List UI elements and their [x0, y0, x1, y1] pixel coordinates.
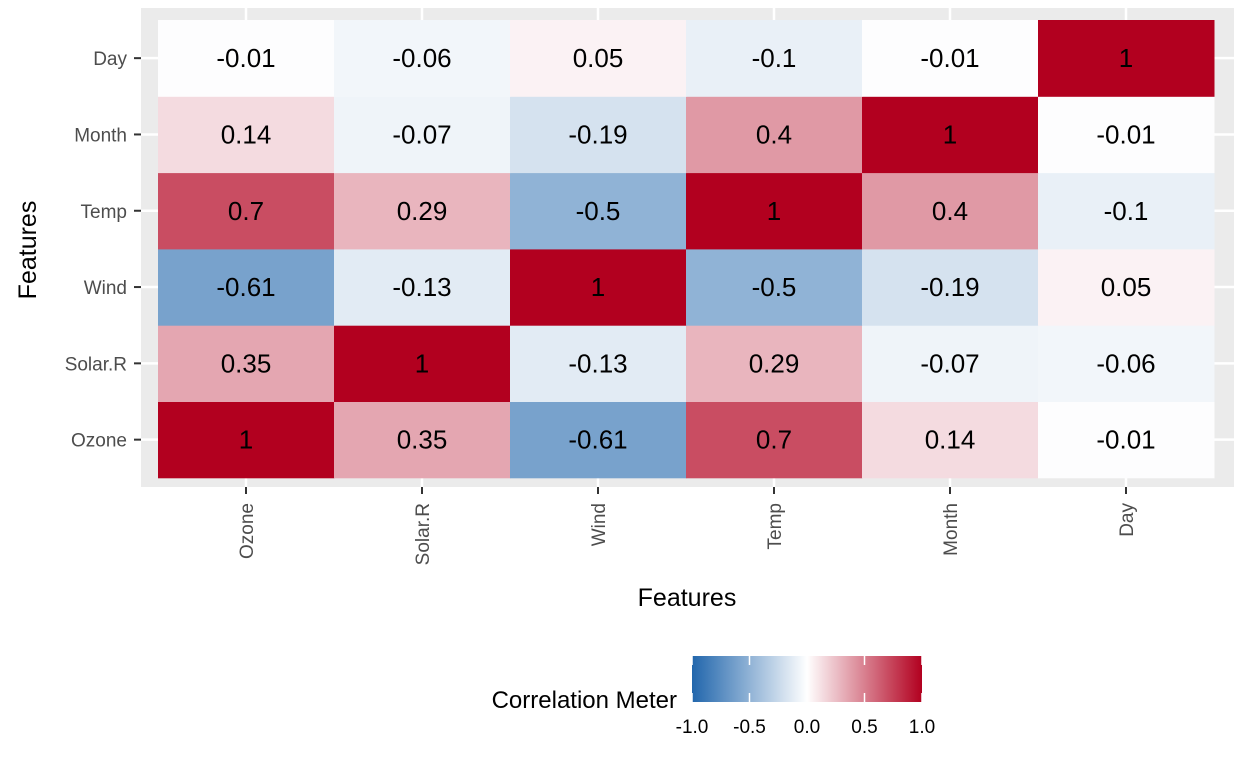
cell-value-label: -0.13 [392, 272, 451, 302]
heatmap-cells [158, 20, 1215, 479]
y-tick-label: Ozone [71, 431, 127, 452]
heatmap-cell [862, 401, 1039, 479]
y-tick-label: Day [93, 49, 127, 70]
heatmap-cell [334, 325, 511, 402]
heatmap-cell [862, 96, 1039, 174]
heatmap-cell [1038, 248, 1215, 326]
cell-value-label: 0.29 [749, 348, 800, 378]
cell-value-label: 0.14 [925, 425, 976, 455]
y-tick-label: Month [74, 125, 127, 146]
heatmap-cell [1038, 96, 1215, 174]
heatmap-cell [686, 20, 863, 97]
x-axis: Ozone Solar.R Wind Temp Month Day [237, 487, 1138, 565]
heatmap-cell [862, 325, 1039, 402]
y-tick-label: Solar.R [65, 354, 127, 375]
heatmap-cell [510, 401, 687, 479]
cell-value-label: 1 [943, 119, 957, 149]
cell-value-label: -0.01 [1096, 425, 1155, 455]
cell-value-label: -0.06 [1096, 348, 1155, 378]
heatmap-cell [686, 172, 863, 250]
cell-value-label: -0.13 [568, 348, 627, 378]
cell-value-label: -0.5 [752, 272, 797, 302]
heatmap-cell [862, 20, 1039, 97]
x-tick-label: Day [1117, 503, 1138, 537]
heatmap-cell [158, 172, 335, 250]
heatmap-cell [334, 172, 511, 250]
legend-ticks: -1.0 -0.5 0.0 0.5 1.0 [676, 656, 935, 738]
heatmap-cell [862, 172, 1039, 250]
cell-value-label: -0.01 [1096, 119, 1155, 149]
cell-value-label: 1 [1119, 43, 1133, 73]
x-tick-label: Month [941, 503, 962, 556]
cell-value-label: -0.61 [568, 425, 627, 455]
cell-value-label: 1 [591, 272, 605, 302]
heatmap-cell [334, 96, 511, 174]
cell-value-label: -0.01 [920, 43, 979, 73]
cell-value-label: -0.1 [752, 43, 797, 73]
x-tick-label: Temp [765, 503, 786, 549]
cell-value-label: -0.5 [576, 196, 621, 226]
cell-value-label: 1 [767, 196, 781, 226]
heatmap-cell [158, 96, 335, 174]
heatmap-cell [510, 96, 687, 174]
cell-value-label: 0.35 [221, 348, 272, 378]
cell-value-label: 0.14 [221, 119, 272, 149]
legend-tick-label: 0.0 [794, 717, 820, 738]
heatmap-cell [510, 172, 687, 250]
cell-value-label: 0.7 [756, 425, 792, 455]
heatmap-cell [862, 248, 1039, 326]
y-axis-title: Features [14, 201, 42, 300]
y-tick-label: Wind [84, 278, 127, 299]
cell-value-label: -0.07 [920, 348, 979, 378]
cell-value-labels: 1 0.35 -0.61 0.7 0.14 -0.01 0.35 1 -0.13 0.29 -0.0… [216, 43, 1155, 455]
cell-value-label: -0.19 [568, 119, 627, 149]
x-tick-label: Ozone [237, 503, 258, 559]
legend: Correlation Meter -1.0 -0.5 0.0 0.5 1.0 [492, 656, 935, 738]
heatmap-cell [1038, 325, 1215, 402]
cell-value-label: 1 [239, 425, 253, 455]
cell-value-label: -0.07 [392, 119, 451, 149]
cell-value-label: -0.01 [216, 43, 275, 73]
cell-value-label: 0.35 [397, 425, 448, 455]
legend-tick-label: -0.5 [733, 717, 766, 738]
cell-value-label: -0.61 [216, 272, 275, 302]
cell-value-label: 0.4 [932, 196, 968, 226]
heatmap-cell [334, 248, 511, 326]
cell-value-label: -0.19 [920, 272, 979, 302]
y-axis: Ozone Solar.R Wind Temp Month Day [65, 49, 141, 452]
heatmap-cell [686, 401, 863, 479]
cell-value-label: 1 [415, 348, 429, 378]
heatmap-cell [158, 325, 335, 402]
cell-value-label: 0.05 [1101, 272, 1152, 302]
heatmap-cell [686, 248, 863, 326]
heatmap-cell [1038, 20, 1215, 97]
heatmap-cell [158, 248, 335, 326]
heatmap-cell [510, 325, 687, 402]
heatmap-cell [158, 401, 335, 479]
heatmap-cell [1038, 172, 1215, 250]
x-axis-title: Features [638, 584, 737, 612]
cell-value-label: 0.05 [573, 43, 624, 73]
heatmap-cell [686, 96, 863, 174]
cell-value-label: 0.4 [756, 119, 792, 149]
legend-tick-label: 0.5 [851, 717, 877, 738]
x-tick-label: Wind [589, 503, 610, 546]
legend-tick-label: 1.0 [909, 717, 935, 738]
y-tick-label: Temp [81, 202, 127, 223]
heatmap-cell [334, 401, 511, 479]
cell-value-label: -0.06 [392, 43, 451, 73]
cell-value-label: -0.1 [1104, 196, 1149, 226]
x-tick-label: Solar.R [413, 503, 434, 565]
cell-value-label: 0.7 [228, 196, 264, 226]
heatmap-cell [1038, 401, 1215, 479]
heatmap-cell [334, 20, 511, 97]
legend-title: Correlation Meter [492, 687, 677, 714]
legend-tick-label: -1.0 [676, 717, 709, 738]
heatmap-cell [510, 248, 687, 326]
heatmap-cell [510, 20, 687, 97]
heatmap-cell [686, 325, 863, 402]
cell-value-label: 0.29 [397, 196, 448, 226]
heatmap-cell [158, 20, 335, 97]
